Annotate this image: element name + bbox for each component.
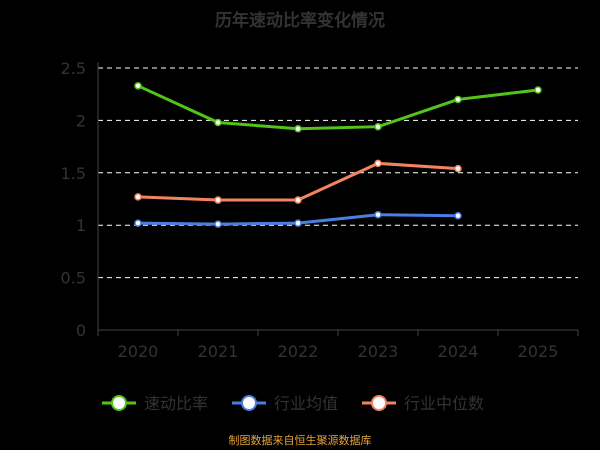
x-tick-label: 2021 bbox=[198, 342, 239, 361]
legend-label: 速动比率 bbox=[144, 394, 208, 413]
legend-label: 行业均值 bbox=[274, 394, 338, 413]
data-point bbox=[374, 122, 382, 131]
data-point bbox=[134, 82, 142, 90]
data-point bbox=[214, 196, 222, 204]
data-point bbox=[534, 86, 542, 94]
data-point bbox=[134, 193, 142, 201]
y-tick-label: 2.5 bbox=[61, 59, 86, 78]
data-point bbox=[454, 164, 462, 173]
data-point bbox=[374, 159, 382, 168]
legend-marker bbox=[371, 395, 387, 411]
data-point bbox=[294, 125, 302, 133]
x-tick-label: 2023 bbox=[358, 342, 399, 361]
data-point bbox=[214, 118, 222, 127]
data-point bbox=[454, 212, 462, 220]
x-tick-label: 2020 bbox=[118, 342, 159, 361]
legend-marker bbox=[111, 395, 127, 411]
chart-title: 历年速动比率变化情况 bbox=[215, 11, 385, 31]
x-tick-label: 2024 bbox=[438, 342, 479, 361]
series-line bbox=[137, 161, 459, 202]
data-point bbox=[134, 219, 142, 227]
data-point bbox=[374, 210, 382, 219]
y-tick-label: 0 bbox=[76, 321, 86, 340]
y-tick-label: 2 bbox=[76, 111, 86, 130]
x-tick-label: 2025 bbox=[518, 342, 559, 361]
data-point bbox=[454, 95, 462, 104]
x-tick-label: 2022 bbox=[278, 342, 319, 361]
y-tick-label: 1.5 bbox=[61, 164, 86, 183]
data-point bbox=[214, 220, 222, 228]
source-note: 制图数据来自恒生聚源数据库 bbox=[228, 434, 372, 447]
data-point bbox=[294, 196, 302, 204]
series-line bbox=[137, 84, 539, 131]
legend-label: 行业中位数 bbox=[404, 394, 484, 413]
y-tick-label: 1 bbox=[76, 216, 86, 235]
data-point bbox=[294, 219, 302, 227]
legend-marker bbox=[241, 395, 257, 411]
y-tick-label: 0.5 bbox=[61, 269, 86, 288]
